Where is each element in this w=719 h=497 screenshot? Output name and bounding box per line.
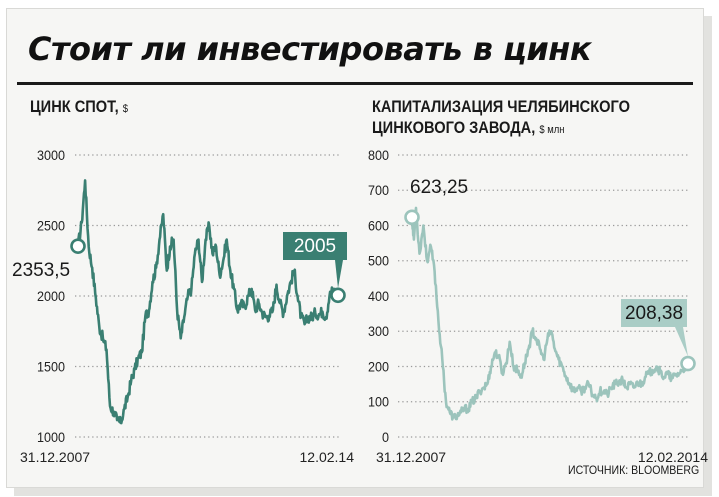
y-tick-label: 2000 — [37, 288, 65, 304]
end-value-label: 208,38 — [625, 303, 683, 324]
y-tick-label: 500 — [368, 253, 389, 269]
y-tick-label: 3000 — [37, 147, 65, 163]
y-tick-label: 100 — [368, 394, 389, 410]
start-point-marker — [404, 209, 420, 226]
end-point-marker — [330, 287, 346, 304]
start-value-label: 2353,5 — [12, 260, 70, 281]
series-line — [76, 179, 340, 425]
chart-title-line-1: КАПИТАЛИЗАЦИЯ ЧЕЛЯБИНСКОГО — [372, 97, 630, 116]
chart-0: 1000 1500 2000 2500 3000 31.12.2007 12.02.14 23… — [12, 147, 354, 465]
chart-title-chelyabinsk: КАПИТАЛИЗАЦИЯ ЧЕЛЯБИНСКОГО ЦИНКОВОГО ЗАВ… — [372, 97, 630, 137]
series-line — [410, 206, 690, 421]
x-start-label: 31.12.2007 — [376, 449, 446, 465]
y-tick-label: 300 — [368, 324, 389, 340]
chart-title-zinc: ЦИНК СПОТ, $ — [30, 97, 129, 116]
headline: Стоит ли инвестировать в цинк — [28, 30, 592, 68]
end-value-callout — [283, 232, 347, 260]
start-point-marker — [70, 238, 86, 254]
start-value-label: 623,25 — [410, 177, 468, 198]
chart-frame — [6, 8, 704, 488]
x-end-label: 12.02.14 — [300, 449, 355, 465]
chart-1: 0 100 200 300 400 500 600 700 800 31.12.2007 12.02… — [368, 147, 708, 465]
y-tick-label: 1500 — [37, 359, 65, 375]
y-tick-label: 400 — [368, 288, 389, 304]
y-tick-label: 1000 — [37, 429, 65, 445]
y-tick-label: 200 — [368, 359, 389, 375]
y-tick-label: 0 — [382, 429, 389, 445]
y-tick-label: 800 — [368, 147, 389, 163]
end-value-label: 2005 — [294, 236, 336, 257]
chart-unit-zinc: $ — [122, 103, 129, 115]
y-tick-label: 2500 — [37, 218, 65, 234]
source-note: ИСТОЧНИК: BLOOMBERG — [568, 463, 700, 477]
x-start-label: 31.12.2007 — [20, 449, 90, 465]
end-value-callout — [621, 299, 687, 327]
chart-unit-chelyabinsk: $ млн — [539, 124, 565, 136]
x-end-label: 12.02.2014 — [638, 449, 708, 465]
chart-title-zinc-text: ЦИНК СПОТ — [30, 97, 115, 116]
chart-title-line-2: ЦИНКОВОГО ЗАВОДА — [372, 118, 532, 137]
end-point-marker — [680, 355, 696, 372]
y-tick-label: 700 — [368, 183, 389, 199]
headline-rule — [17, 82, 693, 85]
end-callout-pointer — [675, 327, 688, 357]
end-callout-pointer — [335, 260, 343, 289]
y-tick-label: 600 — [368, 218, 389, 234]
